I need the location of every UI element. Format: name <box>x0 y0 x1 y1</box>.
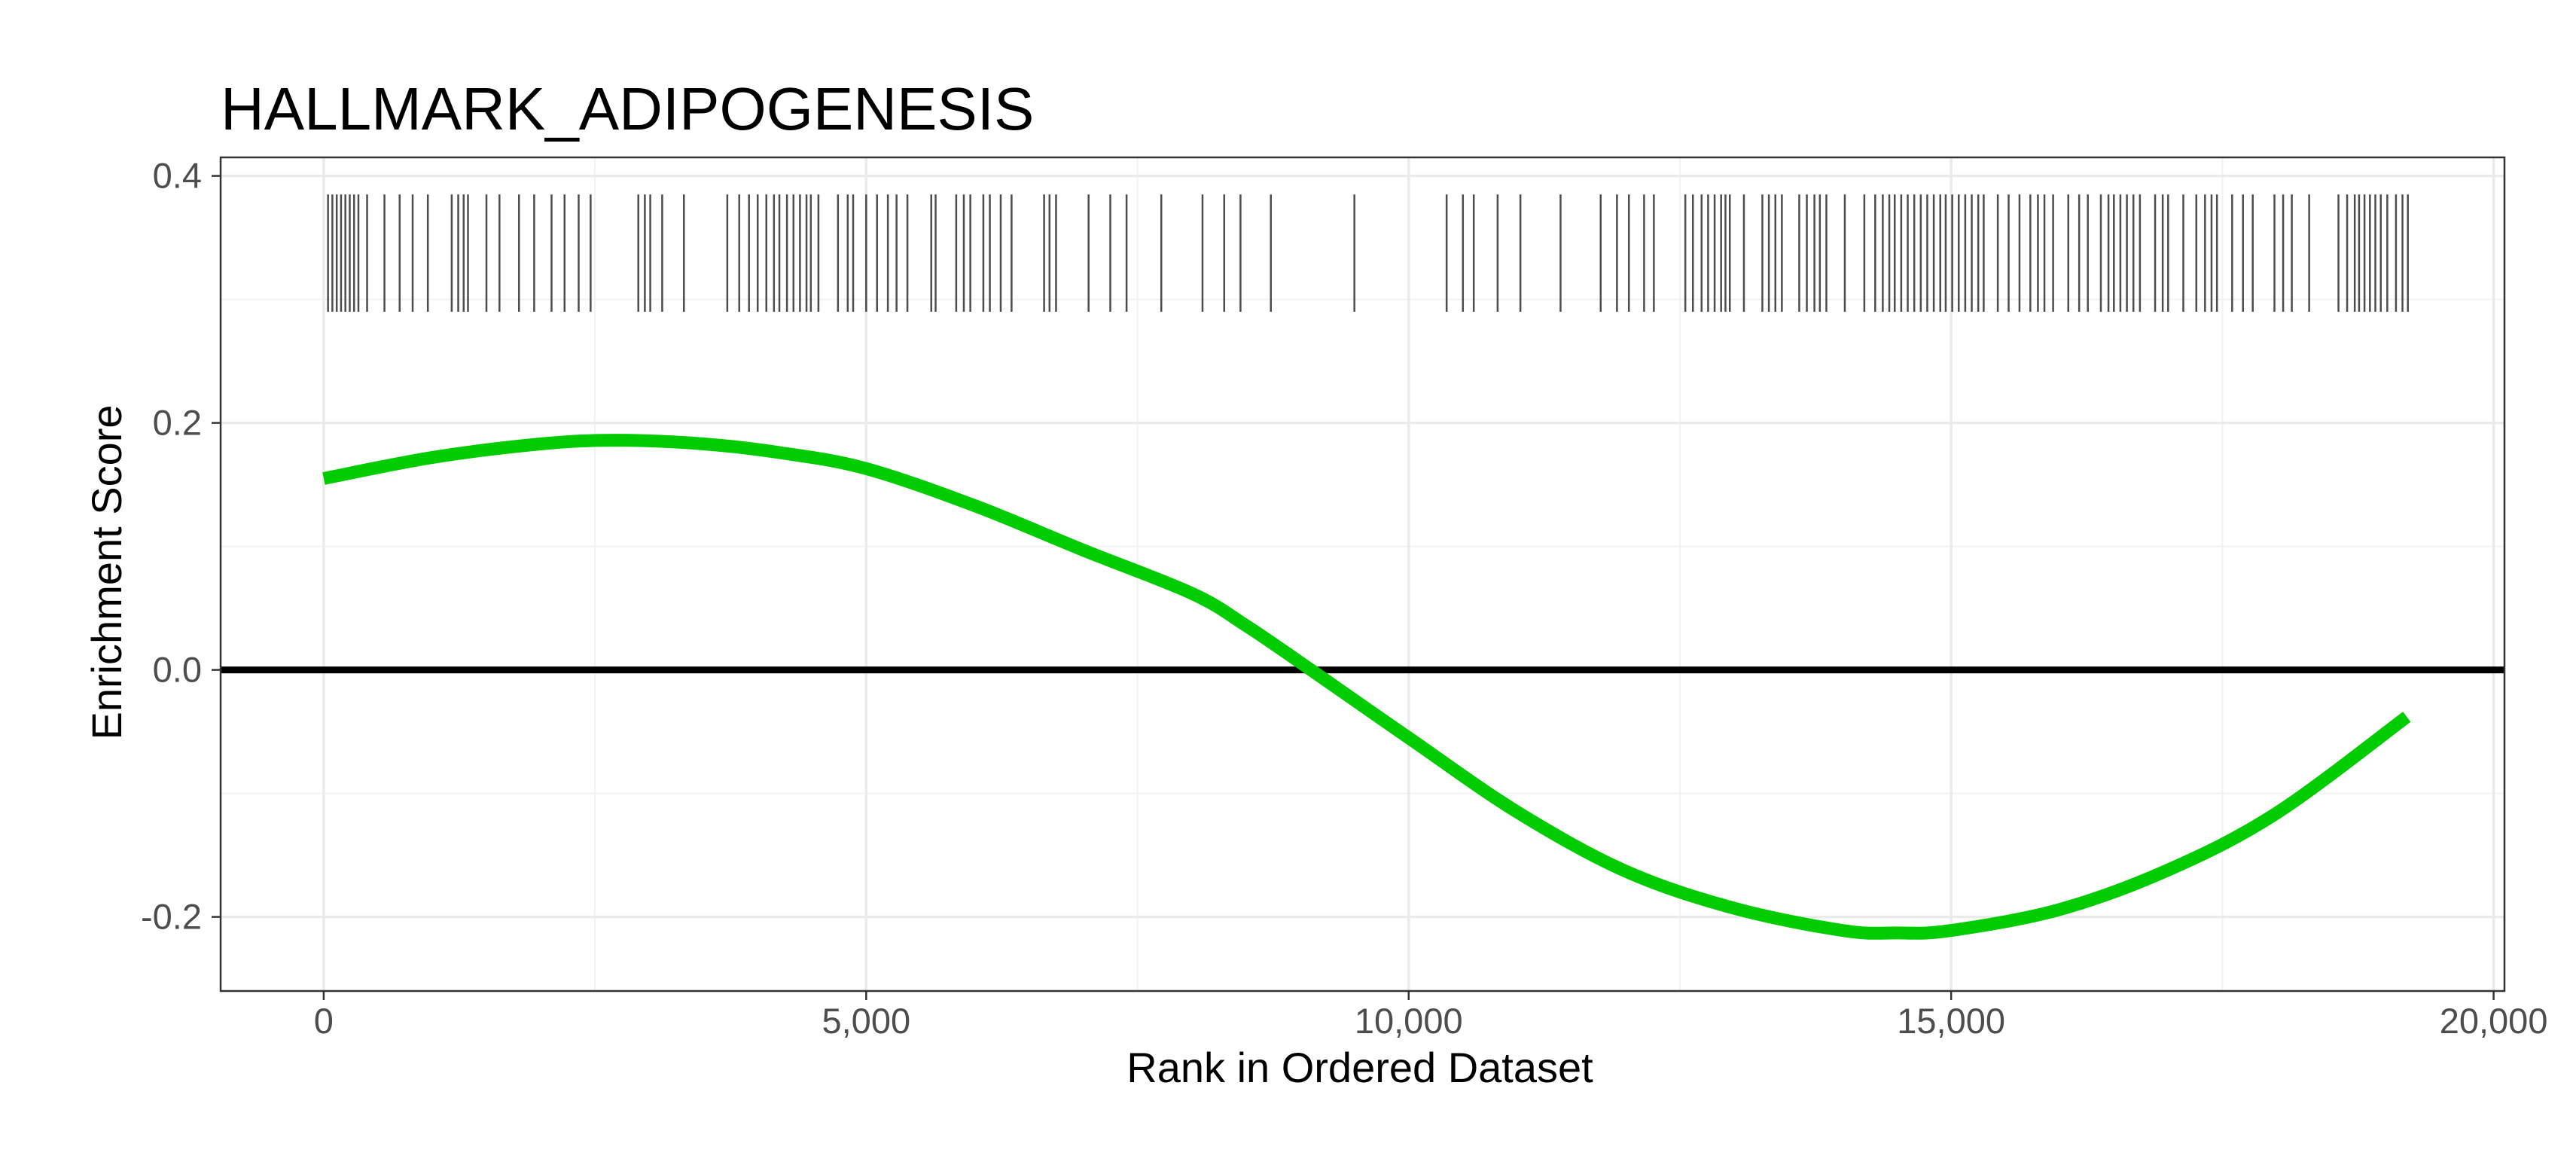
panel-border <box>219 156 2506 993</box>
y-tick-label: 0.4 <box>153 156 202 196</box>
y-tick-label: -0.2 <box>141 897 202 937</box>
gene-hit-marks <box>327 194 2410 312</box>
enrichment-score-curve <box>322 434 2411 940</box>
x-tick-label: 20,000 <box>2440 1001 2548 1041</box>
x-axis: 0 5,000 10,000 15,000 20,000 <box>314 991 2548 1041</box>
y-tick-label: 0.0 <box>153 650 202 690</box>
x-tick-label: 0 <box>314 1001 334 1041</box>
x-tick-label: 10,000 <box>1355 1001 1463 1041</box>
y-tick-label: 0.2 <box>153 403 202 443</box>
x-tick-label: 15,000 <box>1897 1001 2005 1041</box>
chart-title: HALLMARK_ADIPOGENESIS <box>221 75 1034 142</box>
y-axis: -0.2 0.0 0.2 0.4 <box>141 156 221 937</box>
y-axis-title: Enrichment Score <box>83 404 130 739</box>
x-axis-title: Rank in Ordered Dataset <box>1126 1044 1593 1091</box>
x-tick-label: 5,000 <box>822 1001 910 1041</box>
